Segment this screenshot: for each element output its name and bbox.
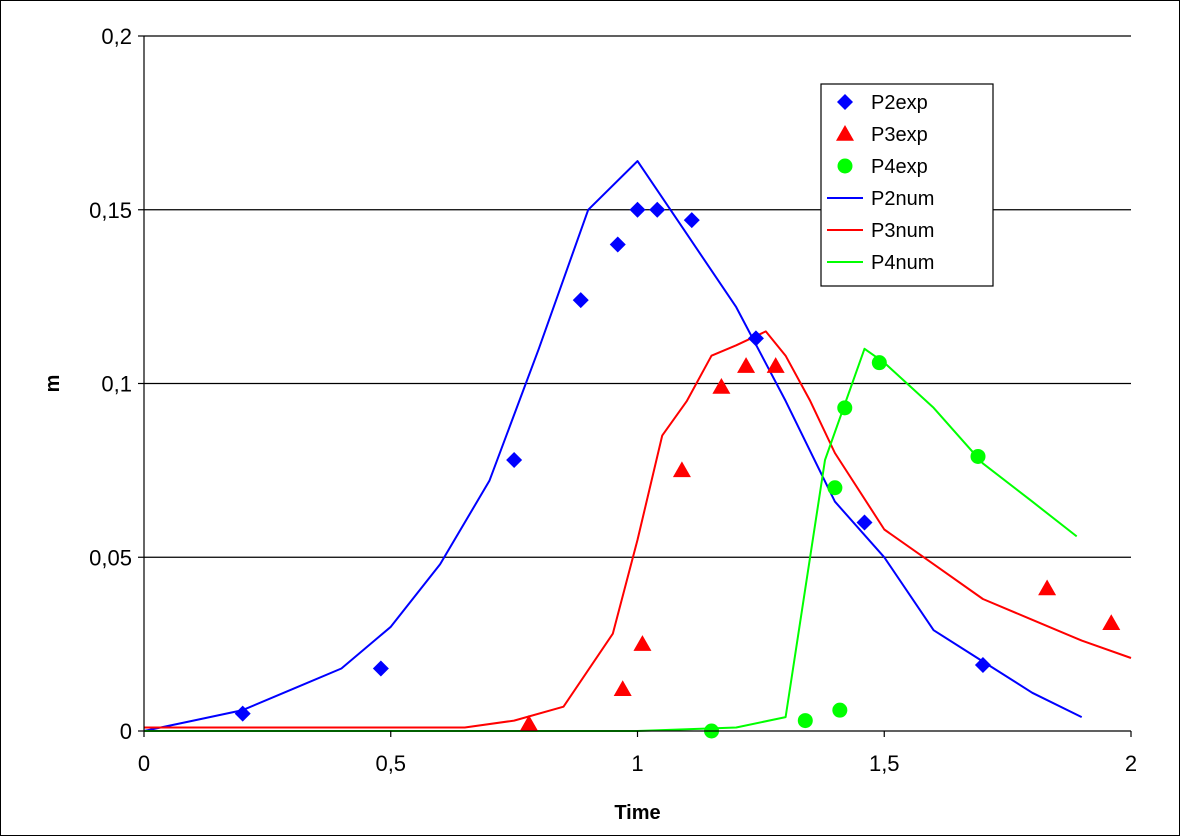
data-point — [1102, 614, 1121, 631]
x-tick-label: 1 — [631, 751, 643, 776]
x-tick-label: 2 — [1125, 751, 1137, 776]
y-tick-label: 0,1 — [101, 372, 132, 397]
data-point — [766, 357, 785, 373]
series-p4exp — [704, 355, 986, 739]
data-point — [372, 660, 389, 677]
data-point — [737, 357, 756, 373]
series-p4num — [144, 347, 1078, 732]
y-axis-title: m — [42, 375, 64, 393]
legend-item-p4exp: P4exp — [837, 156, 928, 178]
data-point — [1038, 579, 1057, 596]
legend-item-p4num: P4num — [827, 252, 934, 274]
legend-label: P4num — [871, 252, 934, 274]
data-point — [609, 236, 626, 253]
data-point — [827, 480, 843, 496]
y-tick-label: 0 — [120, 719, 132, 744]
series-line — [143, 160, 1083, 732]
legend-box — [820, 83, 994, 287]
data-point — [506, 451, 523, 468]
x-tick-label: 1,5 — [869, 751, 900, 776]
x-tick-label: 0,5 — [375, 751, 406, 776]
legend-marker — [836, 125, 854, 141]
legend-marker — [837, 158, 853, 174]
x-tick-label: 0 — [138, 751, 150, 776]
legend-item-p3exp: P3exp — [836, 124, 928, 146]
data-point — [613, 680, 632, 697]
data-point — [633, 635, 652, 651]
legend-item-p3num: P3num — [827, 220, 934, 242]
legend-label: P3num — [871, 220, 934, 242]
data-point — [649, 201, 666, 218]
series-p2num — [143, 160, 1083, 732]
data-point — [234, 705, 251, 722]
legend-label: P2exp — [871, 92, 928, 114]
series-line — [144, 347, 1078, 732]
legend-item-p2num: P2num — [827, 188, 934, 210]
legend-marker — [837, 94, 853, 110]
y-tick-label: 0,2 — [101, 24, 132, 49]
data-point — [672, 461, 691, 478]
data-point — [629, 201, 646, 218]
data-point — [683, 212, 700, 229]
legend-label: P3exp — [871, 124, 928, 146]
axis-layer: 0 0,05 0,1 0,15 0,2 0 0,5 1 1,5 2 — [89, 24, 1137, 776]
data-point — [572, 292, 589, 309]
y-tick-label: 0,05 — [89, 545, 132, 570]
data-point — [856, 514, 873, 531]
data-point — [970, 448, 986, 464]
data-point — [837, 400, 853, 416]
data-point — [832, 702, 848, 718]
y-tick-label: 0,15 — [89, 198, 132, 223]
data-point — [974, 656, 991, 673]
legend-item-p2exp: P2exp — [837, 92, 928, 114]
series-line — [144, 330, 1132, 729]
data-point — [747, 330, 764, 347]
legend-label: P4exp — [871, 156, 928, 178]
data-point — [712, 377, 731, 394]
data-point — [519, 715, 538, 731]
chart-legend: P2exp P3exp P4exp P2num P3num P4num — [820, 83, 994, 287]
data-point — [797, 713, 813, 729]
series-p2exp — [234, 201, 991, 722]
x-axis-title: Time — [614, 802, 660, 824]
series-p3num — [144, 330, 1132, 729]
legend-label: P2num — [871, 188, 934, 210]
series-p3exp — [519, 357, 1121, 731]
data-point — [871, 355, 887, 371]
